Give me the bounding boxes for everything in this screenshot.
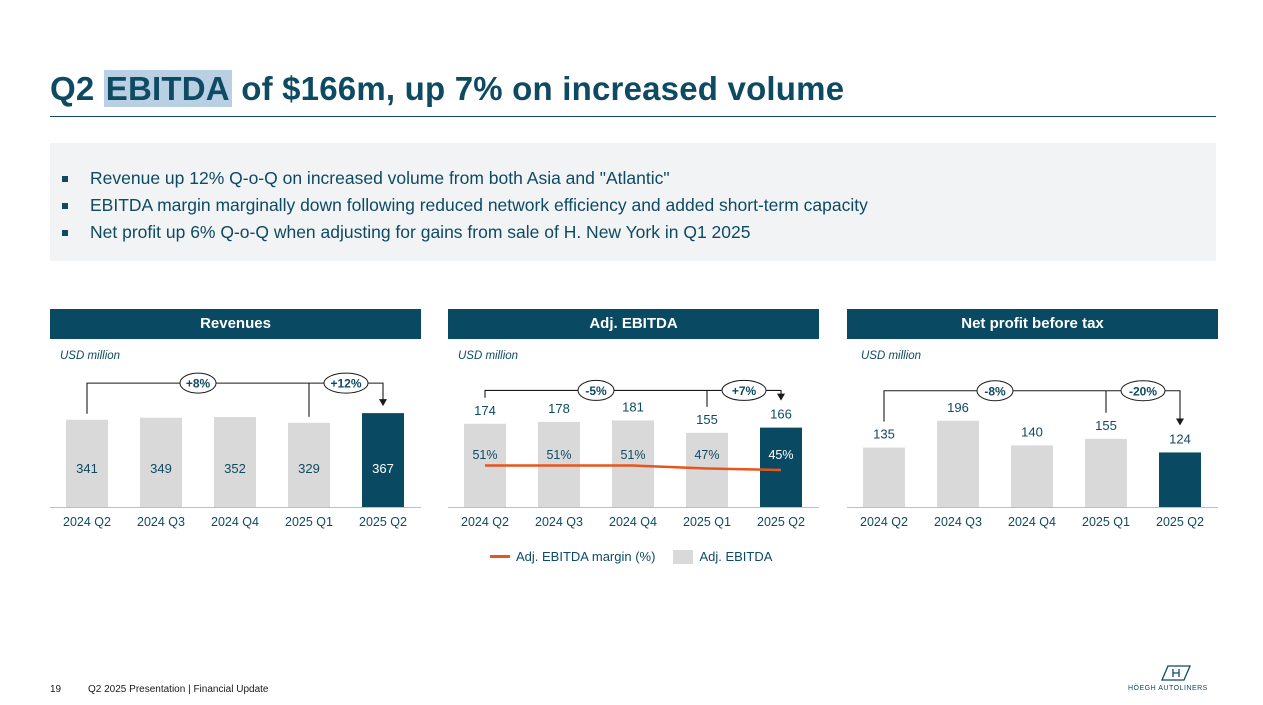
bar	[140, 417, 182, 507]
bullet-item: Revenue up 12% Q-o-Q on increased volume…	[62, 165, 1216, 192]
legend-margin-label: Adj. EBITDA margin (%)	[516, 549, 656, 564]
x-tick-label: 2025 Q2	[757, 515, 805, 529]
ebitda-legend: Adj. EBITDA margin (%) Adj. EBITDA	[490, 549, 772, 564]
bar	[760, 427, 802, 507]
bar	[362, 413, 404, 507]
margin-label: 47%	[694, 448, 719, 462]
x-tick-label: 2024 Q4	[211, 515, 259, 529]
bar-value-label: 367	[372, 461, 394, 476]
x-tick-label: 2024 Q2	[461, 515, 509, 529]
legend-bar-swatch	[673, 549, 694, 564]
bar-value-label: 349	[150, 461, 172, 476]
x-tick-label: 2025 Q1	[683, 515, 731, 529]
ebitda-units: USD million	[458, 350, 519, 362]
title-prefix: Q2	[50, 70, 104, 107]
growth-badge	[323, 372, 369, 394]
bar	[214, 416, 256, 507]
growth-label: -5%	[585, 384, 607, 398]
x-tick-label: 2024 Q4	[609, 515, 657, 529]
growth-bracket	[883, 390, 1181, 422]
bar-value-label: 178	[548, 401, 570, 416]
growth-arrowhead	[777, 393, 785, 401]
bar	[937, 420, 979, 507]
growth-label: -8%	[984, 384, 1006, 398]
growth-badge	[179, 372, 217, 394]
growth-badge	[976, 380, 1014, 402]
bullet-item: EBITDA margin marginally down following …	[62, 192, 1216, 219]
net-profit-chart: 135 2024 Q2 196 2024 Q3 140 2024 Q4 155 2025 Q1…	[847, 380, 1218, 529]
bar-value-label: 329	[298, 461, 320, 476]
growth-bracket	[484, 389, 782, 398]
x-tick-label: 2025 Q2	[359, 515, 407, 529]
bar	[612, 420, 654, 507]
margin-label: 51%	[620, 448, 645, 462]
margin-line	[485, 464, 782, 472]
x-tick-label: 2025 Q1	[285, 515, 333, 529]
net-profit-units: USD million	[861, 350, 922, 362]
growth-arrowhead	[1176, 418, 1184, 426]
slide-title: Q2 EBITDA of $166m, up 7% on increased v…	[50, 70, 844, 108]
growth-label: -20%	[1129, 384, 1157, 398]
revenues-chart-header: Revenues	[50, 309, 421, 339]
page-number: 19	[50, 684, 62, 695]
bar	[288, 422, 330, 507]
growth-badge	[577, 379, 615, 401]
footer-text: Q2 2025 Presentation | Financial Update	[88, 684, 269, 695]
revenues-units: USD million	[60, 350, 121, 362]
revenues-chart: 341 2024 Q2 349 2024 Q3 352 2024 Q4 329 2025 Q1…	[50, 372, 421, 529]
summary-box: Revenue up 12% Q-o-Q on increased volume…	[50, 143, 1216, 261]
bar	[863, 447, 905, 507]
bar-value-label: 352	[224, 461, 246, 476]
ebitda-chart-header: Adj. EBITDA	[448, 309, 819, 339]
bullet-list: Revenue up 12% Q-o-Q on increased volume…	[50, 143, 1216, 246]
bar-value-label: 181	[622, 399, 644, 414]
margin-label: 45%	[768, 448, 793, 462]
bar-value-label: 140	[1021, 424, 1043, 439]
growth-badge	[1120, 380, 1166, 402]
bar-value-label: 174	[474, 403, 496, 418]
title-highlight: EBITDA	[103, 70, 232, 107]
margin-label: 51%	[546, 448, 571, 462]
growth-label: +8%	[186, 377, 211, 391]
bar	[1085, 438, 1127, 507]
ebitda-chart: 174 2024 Q2 178 2024 Q3 181 2024 Q4 155 2025 Q1…	[448, 379, 819, 529]
growth-arrowhead	[379, 399, 387, 407]
bar	[1011, 445, 1053, 507]
x-tick-label: 2025 Q1	[1082, 515, 1130, 529]
bar-value-label: 155	[696, 412, 718, 427]
bullet-item: Net profit up 6% Q-o-Q when adjusting fo…	[62, 219, 1216, 246]
growth-bracket	[86, 382, 384, 414]
logo-text: HÖEGH AUTOLINERS	[1128, 685, 1208, 692]
bar	[1159, 452, 1201, 507]
bar-value-label: 341	[76, 461, 98, 476]
x-tick-label: 2024 Q4	[1008, 515, 1056, 529]
bar-value-label: 124	[1169, 431, 1191, 446]
legend-line-swatch	[490, 555, 510, 558]
growth-label: +12%	[330, 377, 361, 391]
title-suffix: of $166m, up 7% on increased volume	[231, 70, 845, 107]
x-tick-label: 2024 Q3	[137, 515, 185, 529]
x-tick-label: 2024 Q2	[860, 515, 908, 529]
title-divider	[50, 116, 1216, 117]
bar-value-label: 155	[1095, 418, 1117, 433]
margin-label: 51%	[472, 448, 497, 462]
bar-value-label: 135	[873, 427, 895, 442]
x-tick-label: 2025 Q2	[1156, 515, 1204, 529]
x-tick-label: 2024 Q3	[934, 515, 982, 529]
growth-badge	[721, 379, 767, 401]
bar-value-label: 166	[770, 407, 792, 422]
growth-label: +7%	[732, 384, 757, 398]
bar	[66, 419, 108, 507]
bar-value-label: 196	[947, 400, 969, 415]
legend-ebitda-label: Adj. EBITDA	[699, 549, 773, 564]
x-tick-label: 2024 Q3	[535, 515, 583, 529]
x-tick-label: 2024 Q2	[63, 515, 111, 529]
net-profit-chart-header: Net profit before tax	[847, 309, 1218, 339]
hoegh-logo-icon	[1161, 665, 1191, 681]
